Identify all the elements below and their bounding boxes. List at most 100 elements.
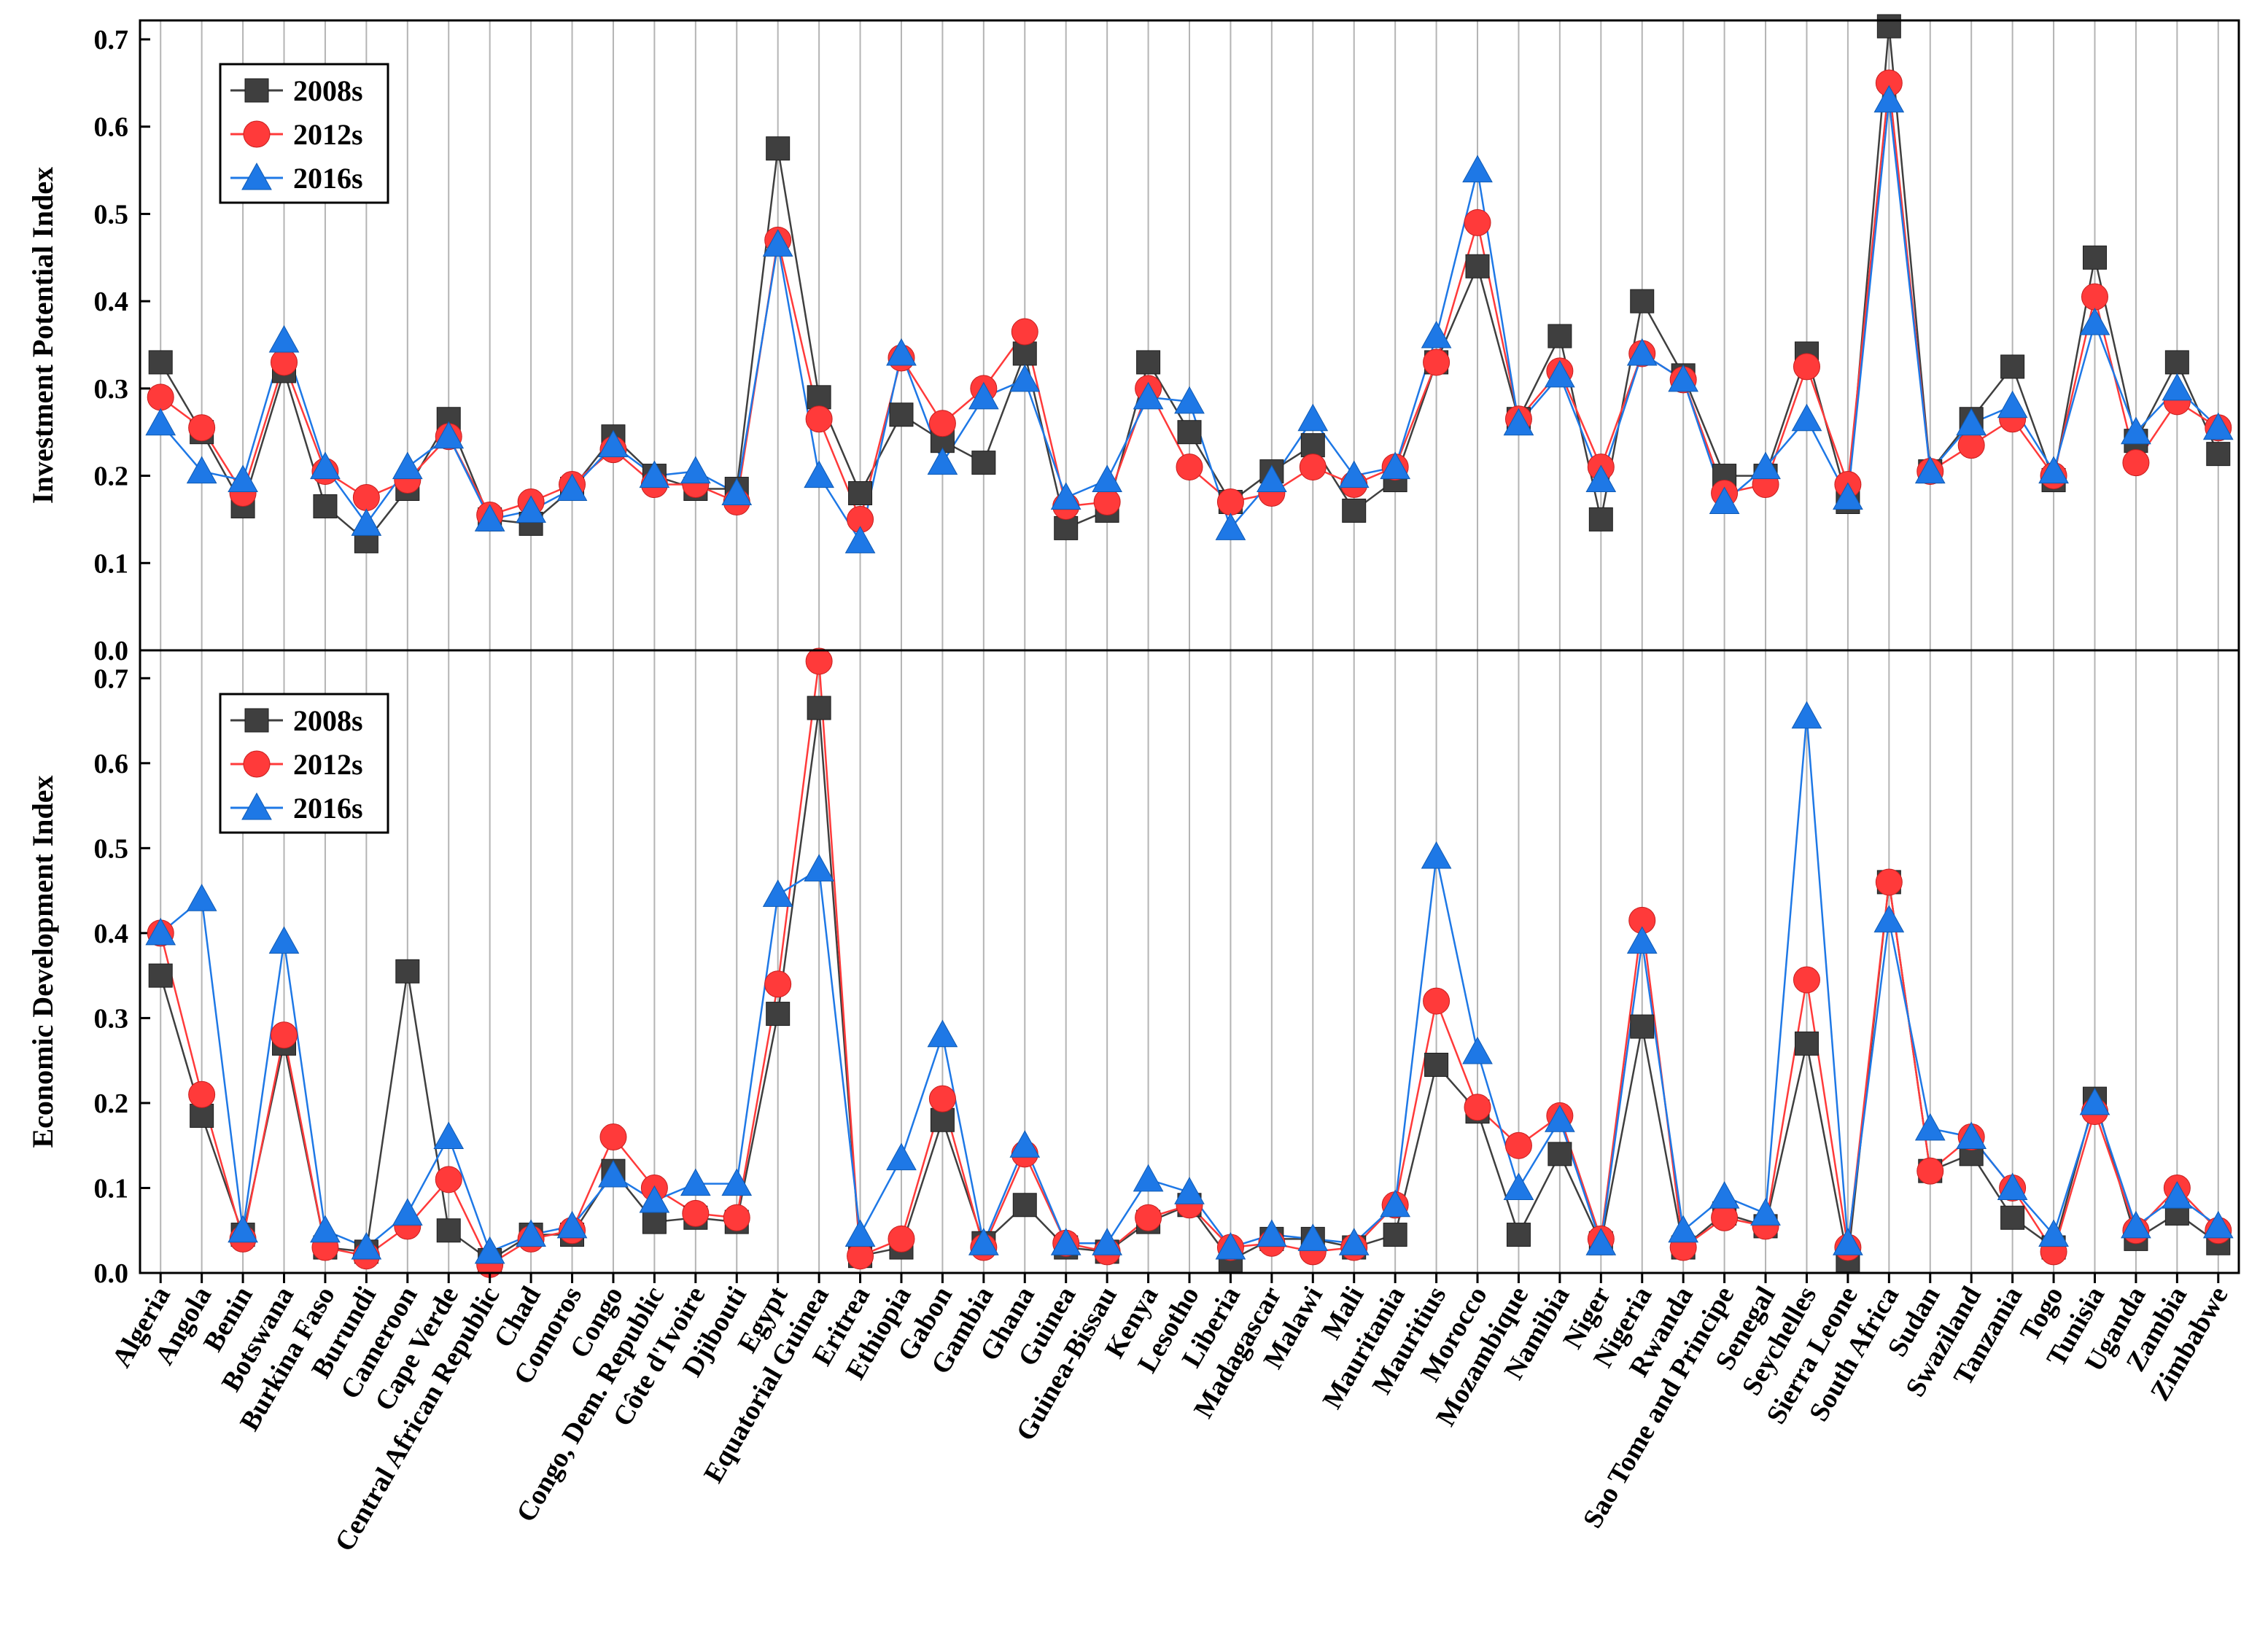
legend-label-2008s: 2008s bbox=[293, 704, 363, 737]
data-point-2016s bbox=[392, 451, 423, 480]
data-point-2016s bbox=[516, 1219, 546, 1247]
legend-marker-2008s bbox=[244, 708, 269, 733]
data-point-2008s bbox=[436, 1218, 461, 1243]
data-point-2016s bbox=[1873, 905, 1905, 932]
legend-label-2012s: 2012s bbox=[293, 118, 363, 151]
data-point-2016s bbox=[1462, 155, 1493, 183]
data-point-2012s bbox=[888, 1225, 915, 1253]
data-point-2008s bbox=[395, 959, 420, 984]
y-tick-label: 0.5 bbox=[94, 833, 129, 864]
data-point-2016s bbox=[721, 1168, 753, 1196]
data-point-2016s bbox=[2038, 456, 2069, 484]
data-point-2016s bbox=[433, 421, 465, 449]
panel-economic-development: 0.0 0.1 0.2 0.3 0.4 0.5 0.6 0.7 Economic Develop… bbox=[26, 647, 2234, 1289]
y-tick-label: 0.4 bbox=[94, 919, 129, 949]
data-point-2016s bbox=[474, 1236, 505, 1264]
legend-economic-development: 2008s 2012s 2016s bbox=[219, 693, 389, 834]
data-point-2016s bbox=[1626, 338, 1658, 366]
data-point-2016s bbox=[598, 1159, 629, 1188]
data-point-2016s bbox=[680, 456, 711, 484]
data-point-2016s bbox=[1338, 1228, 1370, 1255]
data-point-2008s bbox=[148, 963, 173, 988]
data-point-2016s bbox=[1626, 926, 1658, 954]
data-point-2016s bbox=[680, 1168, 711, 1196]
data-point-2012s bbox=[2081, 283, 2108, 311]
data-point-2008s bbox=[2206, 442, 2231, 467]
data-point-2016s bbox=[886, 338, 917, 366]
data-point-2016s bbox=[2038, 1219, 2069, 1247]
data-point-2016s bbox=[1215, 1232, 1246, 1260]
data-point-2012s bbox=[1464, 209, 1491, 236]
data-point-2012s bbox=[1011, 318, 1038, 346]
legend-marker-2008s bbox=[244, 78, 269, 103]
data-point-2016s bbox=[186, 884, 217, 911]
data-point-2016s bbox=[474, 504, 505, 531]
panel-investment-potential: 0.0 0.1 0.2 0.3 0.4 0.5 0.6 0.7 Investment Poten… bbox=[26, 14, 2234, 666]
data-point-2016s bbox=[844, 526, 876, 553]
data-point-2016s bbox=[1050, 482, 1081, 510]
data-point-2016s bbox=[1997, 390, 2028, 418]
data-point-2008s bbox=[807, 385, 831, 410]
data-point-2008s bbox=[1630, 1014, 1655, 1039]
data-point-2016s bbox=[762, 229, 793, 257]
data-point-2016s bbox=[228, 1215, 258, 1243]
data-point-2012s bbox=[1793, 966, 1820, 994]
y-axis-title: Economic Development Index bbox=[26, 775, 59, 1148]
data-point-2008s bbox=[1424, 1052, 1449, 1077]
data-point-2012s bbox=[1916, 1157, 1944, 1185]
data-point-2008s bbox=[2164, 350, 2189, 375]
legend-investment-potential: 2008s 2012s 2016s bbox=[219, 63, 389, 204]
legend-label-2012s: 2012s bbox=[293, 748, 363, 781]
data-point-2012s bbox=[928, 410, 956, 437]
data-point-2016s bbox=[2079, 1087, 2110, 1115]
data-point-2008s bbox=[766, 1002, 791, 1027]
data-point-2008s bbox=[1465, 254, 1490, 279]
data-point-2016s bbox=[556, 473, 588, 502]
data-point-2016s bbox=[310, 451, 341, 480]
data-point-2012s bbox=[271, 348, 298, 376]
data-point-2008s bbox=[313, 494, 338, 518]
legend-marker-2016s bbox=[241, 162, 272, 190]
data-point-2016s bbox=[968, 1228, 999, 1255]
data-point-2012s bbox=[1957, 432, 1985, 459]
legend-label-2008s: 2008s bbox=[293, 74, 363, 107]
data-point-2008s bbox=[1547, 324, 1572, 348]
y-tick-label: 0.3 bbox=[94, 374, 129, 405]
data-point-2016s bbox=[1750, 451, 1781, 480]
data-point-2008s bbox=[1012, 341, 1037, 366]
data-point-2016s bbox=[1257, 1219, 1287, 1247]
data-point-2016s bbox=[351, 1232, 382, 1260]
data-point-2016s bbox=[1791, 701, 1822, 729]
data-point-2008s bbox=[2000, 354, 2025, 379]
data-point-2016s bbox=[1009, 364, 1041, 392]
data-point-2016s bbox=[1338, 460, 1370, 488]
data-point-2016s bbox=[2162, 1181, 2193, 1209]
data-point-2016s bbox=[2121, 416, 2151, 445]
data-point-2016s bbox=[1174, 1177, 1205, 1204]
data-point-2016s bbox=[639, 460, 670, 488]
data-point-2008s bbox=[1136, 350, 1161, 375]
data-point-2012s bbox=[1216, 488, 1244, 515]
data-point-2016s bbox=[268, 926, 300, 954]
data-point-2012s bbox=[764, 970, 792, 998]
data-point-2008s bbox=[1300, 433, 1325, 458]
y-tick-label: 0.1 bbox=[94, 1173, 129, 1204]
data-point-2016s bbox=[1668, 364, 1699, 392]
data-point-2012s bbox=[682, 1199, 710, 1227]
y-tick-label: 0.6 bbox=[94, 112, 129, 143]
data-point-2016s bbox=[2202, 412, 2234, 440]
data-point-2012s bbox=[1875, 868, 1903, 896]
data-point-2008s bbox=[1177, 420, 1202, 445]
y-tick-label: 0.0 bbox=[94, 636, 129, 666]
data-point-2012s bbox=[188, 1080, 216, 1108]
legend-marker-2016s bbox=[241, 792, 272, 820]
y-axis-title: Investment Potential Index bbox=[26, 167, 59, 504]
data-point-2016s bbox=[1545, 359, 1575, 388]
legend-label-2016s: 2016s bbox=[293, 162, 363, 195]
data-point-2016s bbox=[639, 1185, 670, 1213]
data-point-2016s bbox=[2162, 373, 2193, 401]
y-tick-label: 0.3 bbox=[94, 1003, 129, 1034]
data-point-2012s bbox=[1176, 453, 1203, 481]
data-point-2016s bbox=[1914, 1113, 1946, 1141]
